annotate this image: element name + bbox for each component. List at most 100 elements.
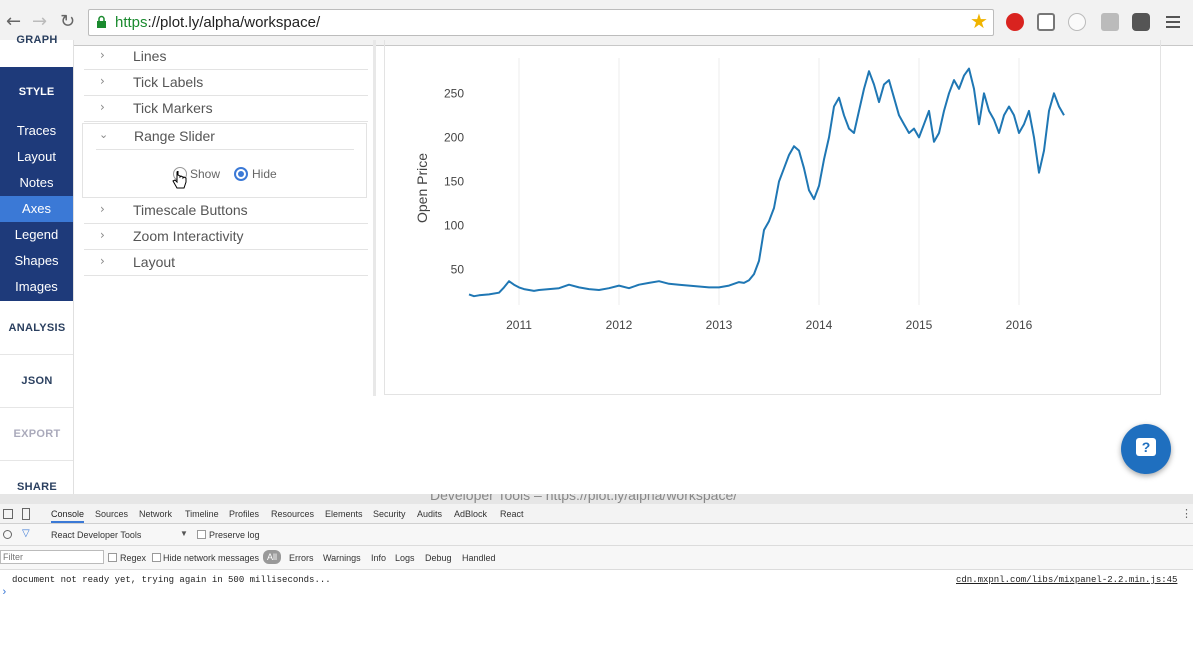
bookmark-star-icon[interactable]: ★: [970, 9, 988, 33]
sidebar-item-layout[interactable]: Layout: [16, 149, 57, 164]
y-tick-label: 250: [444, 86, 464, 100]
url-text: https://plot.ly/alpha/workspace/: [115, 14, 321, 31]
sidebar-divider: [0, 460, 73, 461]
extension-2-icon[interactable]: [1132, 13, 1150, 31]
section-layout[interactable]: › Layout: [84, 250, 368, 276]
section-zoom-interactivity[interactable]: › Zoom Interactivity: [84, 224, 368, 250]
workspace-sidebar: GRAPH STYLE Traces Layout Notes Axes Leg…: [0, 34, 74, 495]
console-output: document not ready yet, trying again in …: [0, 570, 1193, 666]
level-handled[interactable]: Handled: [462, 553, 496, 563]
sidebar-style[interactable]: STYLE: [18, 86, 55, 98]
hide-radio[interactable]: [234, 167, 248, 181]
y-tick-label: 100: [444, 219, 464, 233]
react-devtools-icon[interactable]: [1068, 13, 1086, 31]
level-debug[interactable]: Debug: [425, 553, 452, 563]
inspect-icon[interactable]: [3, 509, 13, 519]
x-tick-label: 2011: [506, 318, 532, 332]
x-tick-label: 2014: [806, 318, 833, 332]
cast-icon[interactable]: [1037, 13, 1055, 31]
level-warnings[interactable]: Warnings: [323, 553, 361, 563]
sidebar-item-shapes[interactable]: Shapes: [14, 253, 59, 268]
tab-resources[interactable]: Resources: [271, 509, 315, 519]
device-mode-icon[interactable]: [22, 508, 30, 520]
sidebar-item-traces[interactable]: Traces: [16, 123, 57, 138]
sidebar-item-legend[interactable]: Legend: [14, 227, 59, 242]
chart-frame: [384, 40, 1161, 395]
regex-checkbox[interactable]: [108, 553, 117, 562]
preserve-log-checkbox[interactable]: [197, 530, 206, 539]
reload-icon[interactable]: ↻: [60, 11, 76, 32]
address-bar[interactable]: https://plot.ly/alpha/workspace/: [88, 9, 994, 36]
speech-bubble-icon: ?: [1136, 438, 1156, 456]
sidebar-item-axes[interactable]: Axes: [0, 196, 73, 222]
y-tick-label: 150: [444, 175, 464, 189]
tab-profiles[interactable]: Profiles: [229, 509, 260, 519]
back-arrow-icon[interactable]: ←: [6, 11, 22, 32]
tab-network[interactable]: Network: [139, 509, 173, 519]
extension-icon[interactable]: [1101, 13, 1119, 31]
devtools-tabs: Console Sources Network Timeline Profile…: [0, 504, 1193, 524]
x-tick-label: 2012: [606, 318, 633, 332]
tab-adblock[interactable]: AdBlock: [454, 509, 488, 519]
menu-icon[interactable]: [1164, 13, 1182, 31]
level-all[interactable]: All: [263, 550, 282, 564]
chevron-right-icon: ›: [100, 100, 105, 114]
chevron-right-icon: ›: [100, 228, 105, 242]
clear-console-icon[interactable]: [3, 530, 12, 539]
context-select[interactable]: React Developer Tools: [51, 530, 142, 540]
show-label: Show: [190, 167, 221, 181]
sidebar-export[interactable]: EXPORT: [13, 428, 61, 440]
hide-network-label: Hide network messages: [163, 553, 260, 563]
section-lines[interactable]: › Lines: [84, 44, 368, 70]
level-logs[interactable]: Logs: [395, 553, 415, 563]
console-filter-bar: Regex Hide network messages All Errors W…: [0, 546, 1193, 570]
y-tick-label: 200: [444, 130, 464, 144]
devtools-titlebar: Developer Tools – https://plot.ly/alpha/…: [0, 494, 1193, 504]
filter-input[interactable]: [0, 550, 104, 564]
series-line[interactable]: [468, 67, 1065, 298]
style-menu: STYLE Traces Layout Notes Axes Legend Sh…: [0, 67, 73, 301]
preserve-log-label: Preserve log: [209, 530, 260, 540]
sidebar-share[interactable]: SHARE: [16, 481, 57, 493]
console-prompt[interactable]: ›: [1, 587, 8, 599]
tab-audits[interactable]: Audits: [417, 509, 443, 519]
help-chat-button[interactable]: ?: [1121, 424, 1171, 474]
sidebar-divider: [0, 407, 73, 408]
tab-timeline[interactable]: Timeline: [185, 509, 219, 519]
section-tick-markers[interactable]: › Tick Markers: [84, 96, 368, 122]
range-slider-header[interactable]: ⌄ Range Slider: [96, 124, 354, 150]
tab-console[interactable]: Console: [51, 509, 85, 523]
sidebar-graph[interactable]: GRAPH: [16, 34, 58, 46]
hide-network-checkbox[interactable]: [152, 553, 161, 562]
filter-icon[interactable]: ▽: [22, 528, 30, 539]
section-label: Zoom Interactivity: [133, 228, 244, 244]
console-source-link[interactable]: cdn.mxpnl.com/libs/mixpanel-2.2.min.js:4…: [956, 575, 1178, 585]
section-tick-labels[interactable]: › Tick Labels: [84, 70, 368, 96]
sidebar-analysis[interactable]: ANALYSIS: [8, 322, 66, 334]
help-glyph: ?: [1141, 439, 1151, 455]
hand-cursor-icon: [172, 171, 187, 189]
sidebar-item-notes[interactable]: Notes: [19, 175, 54, 190]
dropdown-arrow-icon[interactable]: ▼: [180, 529, 188, 538]
section-timescale-buttons[interactable]: › Timescale Buttons: [84, 198, 368, 224]
tab-elements[interactable]: Elements: [325, 509, 363, 519]
section-label: Range Slider: [134, 128, 215, 144]
panel-divider: [373, 40, 376, 396]
forward-arrow-icon[interactable]: →: [32, 11, 48, 32]
sidebar-json[interactable]: JSON: [21, 375, 53, 387]
tab-sources[interactable]: Sources: [95, 509, 129, 519]
tab-react[interactable]: React: [500, 509, 524, 519]
hide-label: Hide: [252, 167, 277, 181]
console-message: document not ready yet, trying again in …: [12, 575, 331, 585]
level-info[interactable]: Info: [371, 553, 387, 563]
level-errors[interactable]: Errors: [289, 553, 314, 563]
tab-security[interactable]: Security: [373, 509, 406, 519]
chevron-right-icon: ›: [100, 254, 105, 268]
more-icon[interactable]: ⋮: [1181, 508, 1192, 520]
chevron-right-icon: ›: [100, 48, 105, 62]
sidebar-item-images[interactable]: Images: [15, 279, 58, 294]
chevron-right-icon: ›: [100, 74, 105, 88]
console-toolbar: ▽ React Developer Tools ▼ Preserve log: [0, 524, 1193, 546]
adblock-icon[interactable]: [1006, 13, 1024, 31]
